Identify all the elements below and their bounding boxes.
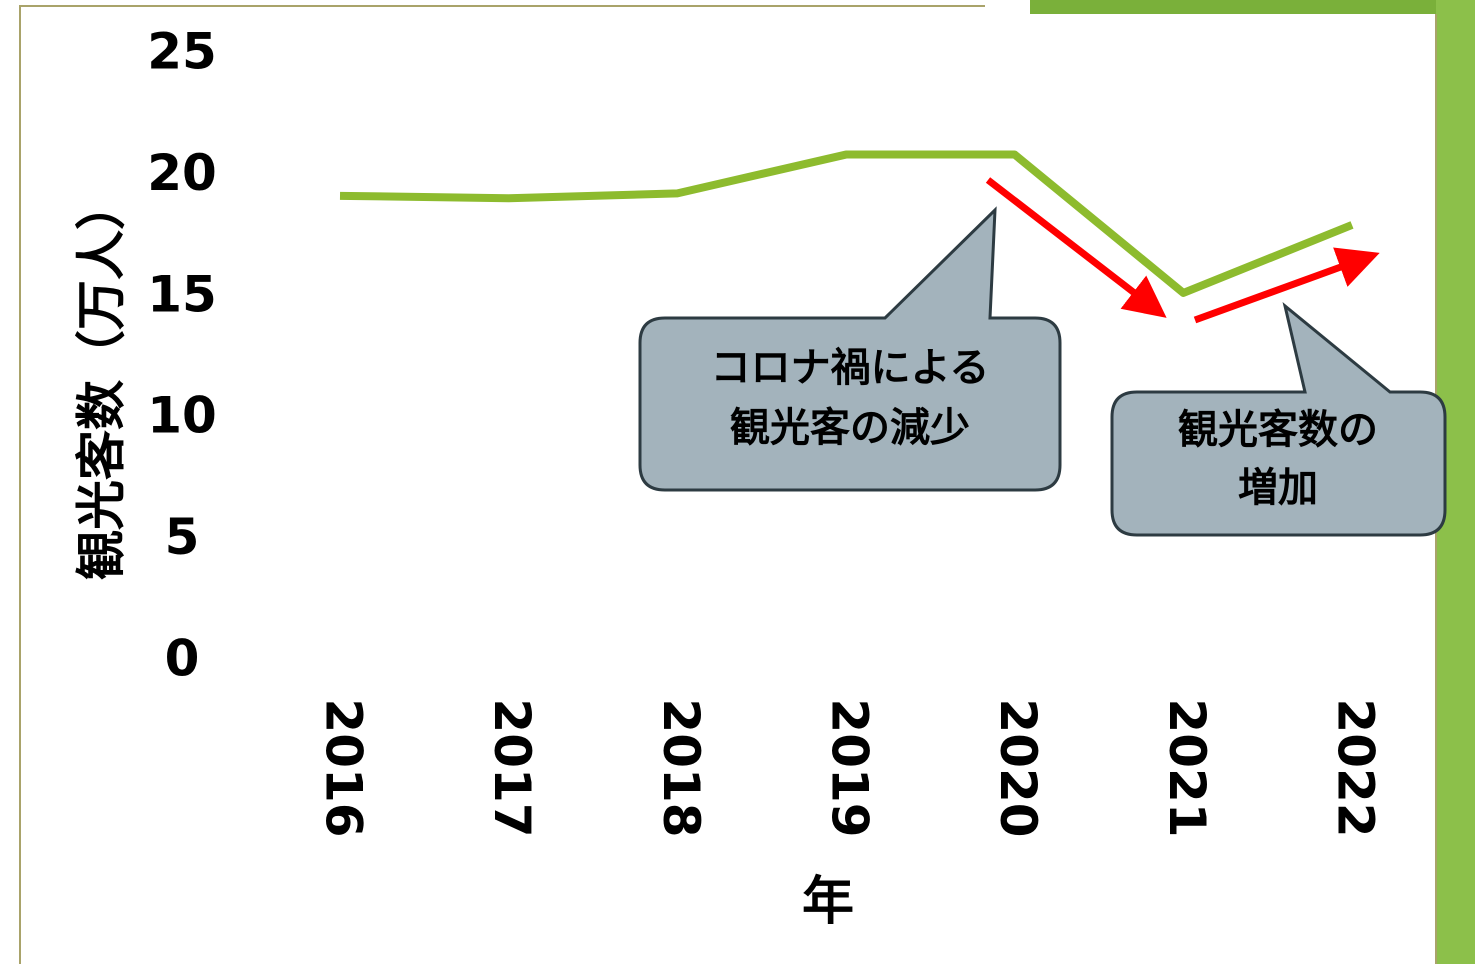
callout-text: 観光客数の (1178, 407, 1378, 453)
callout-box (638, 206, 1062, 492)
y-axis-title: 観光客数（万人） (73, 180, 131, 580)
callout-text: 増加 (1238, 465, 1318, 511)
frame (19, 5, 985, 964)
y-tick-label: 10 (147, 387, 217, 445)
x-tick-label: 2021 (1158, 698, 1216, 837)
x-tick-label: 2020 (989, 698, 1047, 837)
callout-text: 観光客の減少 (730, 405, 970, 451)
callout-box (1110, 302, 1447, 537)
arrow-up (1193, 247, 1380, 324)
deco-bar (1030, 0, 1475, 14)
x-tick-label: 2022 (1327, 698, 1385, 837)
y-tick-label: 15 (147, 265, 217, 323)
data-line (339, 150, 1354, 297)
y-tick-label: 0 (165, 630, 200, 688)
arrow-down (985, 177, 1167, 318)
y-tick-label: 25 (147, 23, 217, 81)
x-tick-label: 2018 (652, 698, 710, 837)
callouts (638, 206, 1447, 537)
x-axis-title: 年 (802, 872, 854, 932)
x-tick-label: 2019 (821, 698, 879, 837)
y-tick-label: 20 (147, 144, 217, 202)
x-tick-label: 2017 (483, 698, 541, 837)
callout-text: コロナ禍による (711, 345, 990, 391)
y-tick-label: 5 (165, 508, 200, 566)
x-tick-label: 2016 (315, 698, 373, 837)
